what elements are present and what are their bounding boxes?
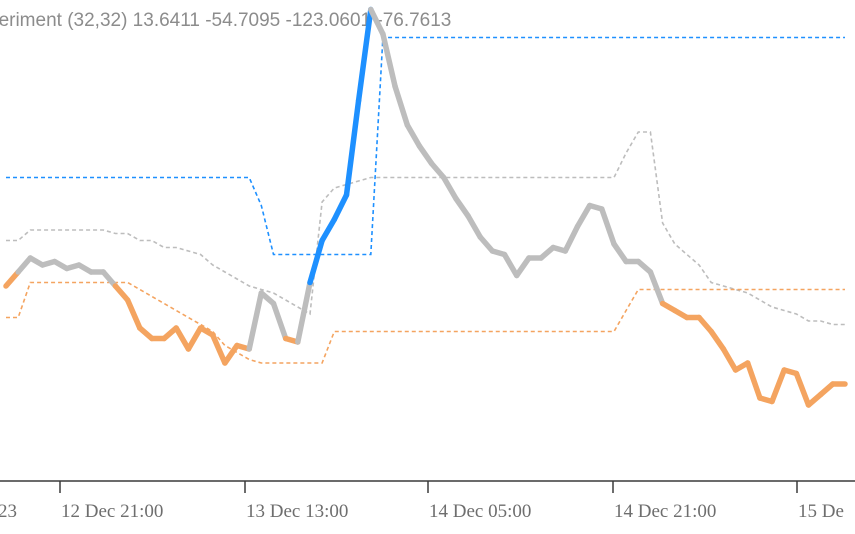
main-line-segment (513, 255, 532, 279)
main-line-segment (3, 269, 21, 289)
main-line-segment (744, 360, 763, 401)
main-line-segment (331, 192, 350, 223)
main-line-segment (599, 206, 617, 247)
x-tick-label: 14 Dec 05:00 (429, 501, 531, 522)
main-line-segment (319, 216, 338, 244)
main-line-segment (769, 367, 787, 405)
main-line-segment (270, 300, 289, 342)
main-line-segment (501, 251, 520, 279)
lower-band-line (6, 281, 845, 364)
main-line-segment (392, 83, 411, 128)
main-line-segment (380, 31, 398, 90)
main-line-segment (15, 255, 34, 275)
main-line-segment (246, 290, 265, 352)
main-line-segment (355, 6, 374, 104)
main-line-segment (185, 325, 204, 352)
upper-band-line (6, 36, 845, 256)
main-line-segment (440, 174, 459, 202)
plot-area (3, 6, 848, 408)
chart-title: periment (32,32) 13.6411 -54.7095 -123.0… (0, 10, 451, 31)
main-line-segment (343, 97, 362, 198)
x-tick-label: 14 Dec 21:00 (614, 501, 716, 522)
middle-band-line (6, 131, 845, 326)
main-line-segment (453, 195, 471, 219)
x-tick-label: 12 Dec 21:00 (61, 501, 163, 522)
main-line-segment (465, 213, 483, 240)
main-line-segment (295, 279, 313, 345)
main-line-segment (368, 6, 386, 37)
main-line-segment (222, 342, 240, 366)
main-line-segment (124, 297, 143, 331)
main-line-segment (100, 269, 119, 289)
main-line-segment (574, 202, 593, 230)
main-line-segment (112, 283, 131, 303)
main-line-segment (708, 328, 727, 352)
main-line-segment (720, 346, 739, 373)
main-line-segment (209, 332, 228, 366)
main-line-segment (647, 269, 666, 307)
x-tick-label: 23 (0, 501, 17, 522)
x-axis-ticks: 23 12 Dec 21:00 13 Dec 13:00 14 Dec 05:00 14… (0, 481, 844, 522)
main-line-segment (611, 241, 629, 265)
main-line-segment (173, 325, 192, 352)
x-tick-label: 13 Dec 13:00 (246, 501, 348, 522)
main-line-segment (477, 234, 496, 254)
main-line-segment (562, 223, 581, 254)
main-line-segment (793, 370, 812, 408)
main-line-segment (428, 160, 447, 181)
main-line-segment (416, 143, 435, 167)
main-line-segment (404, 122, 423, 149)
main-line-segment (307, 237, 325, 286)
main-line-segment (696, 314, 714, 335)
x-tick-label: 15 De (798, 501, 844, 522)
